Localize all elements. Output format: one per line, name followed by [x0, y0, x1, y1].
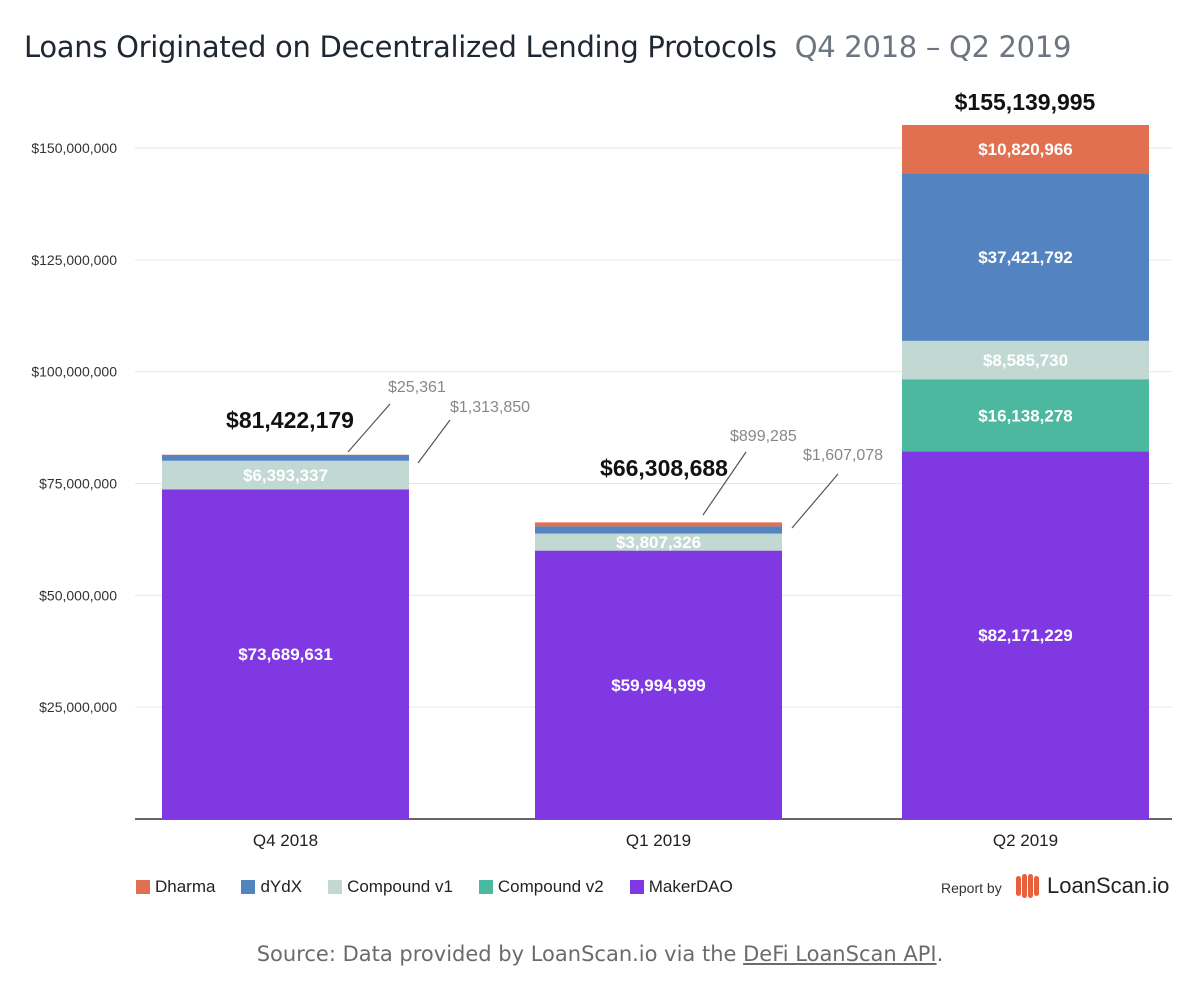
data-label: $1,313,850: [450, 399, 530, 416]
bar-segment-makerdao: [535, 550, 782, 819]
x-tick-label: Q1 2019: [626, 831, 691, 850]
label-layer: Q4 2018 Q1 2019 Q2 2019 $73,689,631 $6,393,3…: [226, 89, 1096, 850]
bar-segment-dydx: [162, 454, 409, 461]
legend-label: Compound v2: [497, 877, 604, 896]
bar-segment-compound-v1: [162, 460, 409, 490]
data-label: $16,138,278: [978, 406, 1073, 425]
callout-line: [791, 473, 839, 529]
callout-line: [347, 403, 391, 453]
bar-segment-dharma: [535, 522, 782, 527]
loanscan-logo[interactable]: LoanScan.io: [1015, 872, 1169, 900]
data-label: $25,361: [388, 379, 446, 396]
source-line: Source: Data provided by LoanScan.io via…: [0, 942, 1200, 966]
y-tick-label: $75,000,000: [39, 476, 117, 492]
data-label: $82,171,229: [978, 626, 1073, 645]
legend-swatch: [629, 880, 644, 894]
y-tick-label: $125,000,000: [31, 252, 117, 268]
data-label: $10,820,966: [978, 140, 1073, 159]
y-tick-label: $25,000,000: [39, 699, 117, 715]
legend-label: MakerDAO: [648, 877, 733, 896]
legend-item-makerdao: MakerDAO: [629, 877, 733, 897]
bar-segment-compound-v2: [902, 379, 1149, 452]
source-prefix: Source: Data provided by LoanScan.io via…: [256, 942, 744, 966]
x-tick-label: Q2 2019: [993, 831, 1058, 850]
data-label: $1,607,078: [803, 447, 883, 464]
legend-swatch: [136, 880, 150, 894]
loanscan-logo-text: LoanScan.io: [1047, 873, 1170, 898]
legend-item-compound-v1: Compound v1: [328, 877, 453, 897]
y-tick-label: $50,000,000: [39, 587, 117, 603]
chart-area: $25,000,000 $50,000,000 $75,000,000 $100,00…: [31, 89, 1172, 850]
callout-line: [702, 451, 747, 516]
legend-swatch: [241, 880, 256, 894]
source-link[interactable]: DeFi LoanScan API: [743, 942, 937, 966]
data-label: $6,393,337: [243, 466, 328, 485]
data-label: $3,807,326: [616, 533, 701, 552]
total-label: $155,139,995: [955, 89, 1096, 115]
data-label: $73,689,631: [238, 645, 333, 664]
data-label: $8,585,730: [983, 351, 1068, 370]
legend-item-dharma: Dharma: [136, 877, 215, 897]
bar-segment-dharma: [162, 454, 409, 456]
bar-segment-compound-v1: [535, 533, 782, 551]
source-suffix: .: [936, 942, 944, 966]
bar-segment-dydx: [535, 526, 782, 534]
legend-swatch: [328, 880, 343, 894]
y-tick-label: $100,000,000: [31, 364, 117, 380]
callout-line: [417, 419, 451, 464]
x-tick-label: Q4 2018: [253, 831, 318, 850]
chart-subtitle: Q4 2018 – Q2 2019: [794, 30, 1072, 64]
bar-segment-dydx: [902, 173, 1149, 341]
title-row: Loans Originated on Decentralized Lendin…: [24, 30, 1071, 64]
bar-segment-compound-v1: [902, 340, 1149, 380]
chart-title: Loans Originated on Decentralized Lendin…: [24, 30, 777, 64]
total-label: $66,308,688: [600, 455, 728, 481]
y-tick-label: $150,000,000: [31, 140, 117, 156]
legend-label: dYdX: [260, 877, 303, 896]
data-label: $37,421,792: [978, 248, 1073, 267]
legend: Dharma dYdX Compound v1 Compound v2 MakerDAO: [136, 877, 759, 897]
bar-layer: [162, 125, 1149, 819]
legend-item-dydx: dYdX: [241, 877, 302, 897]
total-label: $81,422,179: [226, 407, 354, 433]
legend-label: Compound v1: [347, 877, 453, 896]
data-label: $59,994,999: [611, 676, 706, 695]
bar-segment-makerdao: [162, 489, 409, 819]
report-by-label: Report by: [941, 880, 1002, 896]
bar-segment-dharma: [902, 125, 1149, 174]
legend-item-compound-v2: Compound v2: [478, 877, 604, 897]
loanscan-logo-icon: [1016, 874, 1039, 898]
bar-segment-makerdao: [902, 451, 1149, 819]
data-label: $899,285: [730, 428, 797, 445]
legend-label: Dharma: [155, 877, 216, 896]
legend-swatch: [478, 880, 493, 894]
